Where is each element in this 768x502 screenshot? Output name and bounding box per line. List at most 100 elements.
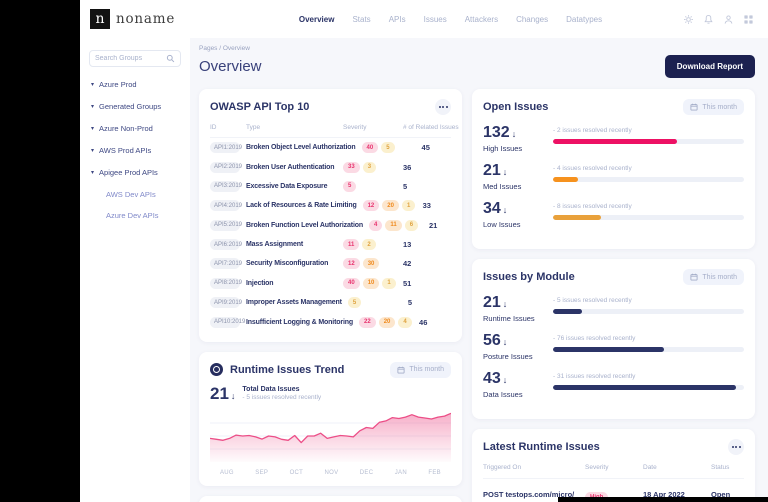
sidebar-group[interactable]: ▾ Azure Non-Prod [91, 124, 181, 133]
stat-note: - 5 issues resolved recently [553, 297, 632, 304]
stat-left: 43 ↓ Data Issues [483, 371, 545, 400]
severity-badge-low: 5 [381, 142, 395, 154]
progress-fill [553, 309, 582, 314]
caret-down-icon: ▾ [91, 126, 95, 132]
open-issues-period-chip[interactable]: This month [683, 99, 744, 115]
owasp-type: Broken User Authentication [246, 163, 335, 171]
brand-logo[interactable]: n noname [90, 9, 218, 29]
progress-track [553, 215, 744, 220]
gear-icon[interactable] [683, 14, 694, 25]
nav-item-changes[interactable]: Changes [516, 14, 549, 24]
owasp-row[interactable]: API2:2019 Broken User Authentication 33 3 36 [210, 157, 451, 176]
stat-label: Runtime Issues [483, 314, 535, 323]
owasp-id-badge: API8:2019 [210, 277, 242, 289]
stat-row: 56 ↓ Posture Issues - 76 issues resolved re… [483, 333, 744, 361]
owasp-id-badge: API5:2019 [210, 219, 242, 231]
sidebar-group[interactable]: ▾ Azure Prod [91, 80, 181, 89]
stat-note: - 31 issues resolved recently [553, 373, 636, 380]
nav-item-issues[interactable]: Issues [423, 14, 447, 24]
latest-runtime-title: Latest Runtime Issues [483, 441, 600, 453]
group-search [89, 50, 181, 67]
owasp-row[interactable]: API5:2019 Broken Function Level Authoriza… [210, 216, 451, 235]
sidebar-group[interactable]: ▾ AWS Prod APIs [91, 146, 181, 155]
sidebar-subgroup[interactable]: Azure Dev APIs [106, 211, 159, 220]
stat-value: 132 ↓ [483, 124, 517, 141]
owasp-severity-badges: 12 30 [343, 258, 397, 270]
stat-detail: - 76 issues resolved recently [553, 333, 744, 352]
owasp-row[interactable]: API9:2019 Improper Assets Management 5 5 [210, 293, 451, 312]
download-report-button[interactable]: Download Report [664, 55, 755, 78]
owasp-related-count: 45 [421, 143, 430, 153]
bell-icon[interactable] [703, 14, 714, 25]
nav-item-apis[interactable]: APIs [388, 14, 406, 24]
stat-detail: - 5 issues resolved recently [553, 295, 744, 314]
target-icon [210, 363, 223, 377]
apps-grid-icon[interactable] [743, 14, 754, 25]
owasp-related-count: 33 [422, 201, 431, 211]
module-period-chip[interactable]: This month [683, 269, 744, 285]
owasp-row[interactable]: API4:2019 Lack of Resources & Rate Limiti… [210, 196, 451, 215]
posture-trend-card: Posture Issues Trend This month [199, 495, 462, 502]
stat-row: 21 ↓ Runtime Issues - 5 issues resolved rec… [483, 295, 744, 323]
progress-track [553, 309, 744, 314]
main-nav: Overview Stats APIs Issues Attackers Changes D… [218, 15, 683, 24]
owasp-type: Excessive Data Exposure [246, 182, 328, 190]
stat-detail: - 2 issues resolved recently [553, 125, 744, 144]
sidebar-group[interactable]: ▾ Apigee Prod APIs [91, 168, 181, 177]
owasp-row[interactable]: API7:2019 Security Misconfiguration 12 30 42 [210, 254, 451, 273]
screenshot-edge-artifact [558, 497, 768, 502]
breadcrumb: Pages / Overview [199, 45, 250, 52]
nav-item-stats[interactable]: Stats [352, 14, 371, 24]
owasp-severity-badges: 11 2 [343, 239, 397, 251]
open-issues-card: Open Issues This month 132 ↓ High Issues - … [472, 89, 755, 249]
top-header: n noname Overview Stats APIs Issues Attacker… [80, 0, 768, 38]
module-rows: 21 ↓ Runtime Issues - 5 issues resolved rec… [483, 295, 744, 399]
owasp-card-title: OWASP API Top 10 [210, 101, 310, 113]
stat-row: 43 ↓ Data Issues - 31 issues resolved recen… [483, 371, 744, 399]
issues-by-module-title: Issues by Module [483, 271, 575, 283]
severity-badge-low: 6 [404, 219, 419, 231]
user-icon[interactable] [723, 14, 734, 25]
owasp-row[interactable]: API8:2019 Injection 40 10 1 51 [210, 274, 451, 293]
axis-tick-label: NOV [324, 469, 339, 476]
owasp-severity-badges: 22 20 4 [359, 316, 413, 328]
stat-detail: - 8 issues resolved recently [553, 201, 744, 220]
sidebar-subgroup[interactable]: AWS Dev APIs [106, 190, 156, 199]
column-header: # of Related Issues [403, 124, 459, 131]
owasp-header-row: ID Type Severity # of Related Issues [210, 124, 459, 138]
severity-badge-low: 2 [362, 239, 376, 251]
severity-badge-high: 12 [343, 258, 360, 270]
stat-value: 56 ↓ [483, 332, 508, 349]
trend-down-icon: ↓ [502, 299, 508, 309]
nav-item-attackers[interactable]: Attackers [464, 14, 499, 24]
owasp-id-badge: API1:2019 [210, 142, 242, 154]
search-input[interactable] [95, 55, 162, 62]
latest-runtime-menu-button[interactable] [728, 439, 744, 455]
owasp-type: Mass Assignment [246, 241, 304, 249]
owasp-related-count: 21 [429, 220, 438, 230]
owasp-menu-button[interactable] [435, 99, 451, 115]
owasp-row[interactable]: API6:2019 Mass Assignment 11 2 13 [210, 235, 451, 254]
axis-tick-label: FEB [428, 469, 441, 476]
nav-item-datatypes[interactable]: Datatypes [566, 14, 603, 24]
axis-tick-label: DEC [359, 469, 374, 476]
owasp-related-count: 51 [403, 278, 412, 288]
brand-name: noname [116, 11, 176, 27]
runtime-trend-period-chip[interactable]: This month [390, 361, 451, 378]
severity-badge-medium: 20 [378, 316, 396, 328]
calendar-icon [690, 103, 698, 111]
sidebar-group[interactable]: ▾ Generated Groups [91, 102, 181, 111]
stat-row: 21 ↓ Med Issues - 4 issues resolved recentl… [483, 163, 744, 191]
column-header: Severity [343, 124, 367, 131]
header-icon-group [683, 14, 754, 25]
owasp-id-badge: API3:2019 [210, 180, 242, 192]
owasp-id-badge: API7:2019 [210, 258, 242, 270]
issue-endpoint[interactable]: POST testops.com/micro/ [483, 489, 575, 499]
owasp-row[interactable]: API1:2019 Broken Object Level Authorizati… [210, 138, 451, 157]
severity-badge-medium: 30 [362, 258, 380, 270]
owasp-row[interactable]: API10:2019 Insufficient Logging & Monitor… [210, 312, 451, 331]
owasp-severity-badges: 33 3 [343, 161, 397, 173]
owasp-row[interactable]: API3:2019 Excessive Data Exposure 5 5 [210, 177, 451, 196]
severity-badge-low: 4 [398, 316, 412, 328]
nav-item-overview[interactable]: Overview [298, 14, 335, 24]
